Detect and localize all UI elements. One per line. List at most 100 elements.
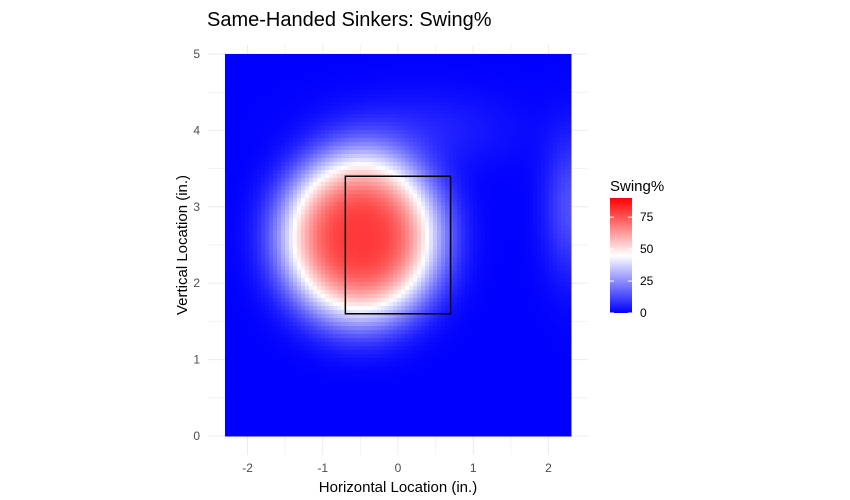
heat-cell [385,202,390,207]
heat-cell [297,278,302,283]
heat-cell [417,98,422,103]
heat-cell [321,118,326,123]
heat-cell [317,426,322,431]
heat-cell [297,66,302,71]
heat-cell [321,162,326,167]
heat-cell [301,430,306,435]
heat-cell [349,366,354,371]
heat-cell [341,242,346,247]
heat-cell [249,406,254,411]
heat-cell [369,166,374,171]
heat-cell [425,318,430,323]
heat-cell [341,434,346,437]
heat-cell [245,278,250,283]
heat-cell [309,270,314,275]
heat-cell [417,170,422,175]
heat-cell [385,230,390,235]
heat-cell [357,102,362,107]
heat-cell [361,338,366,343]
heat-cell [317,238,322,243]
heat-cell [409,162,414,167]
heat-cell [377,122,382,127]
heat-cell [253,290,258,295]
heat-cell [297,270,302,275]
heat-cell [317,170,322,175]
heat-cell [241,54,246,59]
heat-cell [417,286,422,291]
heat-cell [357,310,362,315]
heat-cell [417,110,422,115]
heat-cell [365,242,370,247]
heat-cell [389,78,394,83]
heat-cell [297,110,302,115]
heat-cell [377,326,382,331]
heat-cell [321,410,326,415]
heat-cell [429,254,434,259]
heat-cell [317,310,322,315]
heat-cell [377,390,382,395]
heat-cell [297,146,302,151]
heat-cell [265,434,270,437]
heat-cell [373,354,378,359]
heat-cell [389,366,394,371]
heat-cell [277,66,282,71]
heat-cell [341,426,346,431]
heat-cell [337,406,342,411]
heat-cell [305,166,310,171]
heat-cell [413,266,418,271]
heat-cell [313,250,318,255]
heat-cell [261,394,266,399]
heat-cell [313,130,318,135]
heat-cell [225,154,230,159]
heat-cell [409,434,414,437]
heat-cell [369,406,374,411]
heat-cell [341,382,346,387]
heat-cell [277,290,282,295]
heat-cell [253,238,258,243]
heat-cell [413,362,418,367]
heat-cell [293,86,298,91]
heat-cell [393,414,398,419]
heat-cell [297,150,302,155]
heat-cell [369,402,374,407]
heat-cell [281,138,286,143]
heat-cell [329,354,334,359]
heat-cell [365,206,370,211]
heat-cell [393,242,398,247]
heat-cell [409,82,414,87]
heat-cell [373,214,378,219]
heat-cell [261,86,266,91]
heat-cell [353,406,358,411]
heat-cell [377,426,382,431]
heat-cell [241,246,246,251]
heat-cell [421,382,426,387]
heat-cell [425,286,430,291]
heat-cell [353,254,358,259]
heat-cell [305,322,310,327]
heat-cell [229,62,234,67]
heat-cell [289,338,294,343]
heat-cell [289,182,294,187]
heat-cell [377,330,382,335]
heat-cell [301,162,306,167]
heat-cell [317,266,322,271]
heat-cell [385,318,390,323]
heat-cell [237,178,242,183]
heat-cell [337,62,342,67]
heat-cell [385,278,390,283]
heat-cell [301,174,306,179]
heat-cell [333,258,338,263]
heat-cell [345,182,350,187]
heat-cell [317,374,322,379]
heat-cell [277,302,282,307]
heat-cell [269,266,274,271]
heat-cell [409,286,414,291]
heat-cell [421,86,426,91]
heat-cell [313,306,318,311]
heat-cell [385,310,390,315]
heat-cell [349,318,354,323]
heat-cell [389,282,394,287]
heat-cell [389,86,394,91]
heat-cell [353,74,358,79]
heat-cell [361,258,366,263]
